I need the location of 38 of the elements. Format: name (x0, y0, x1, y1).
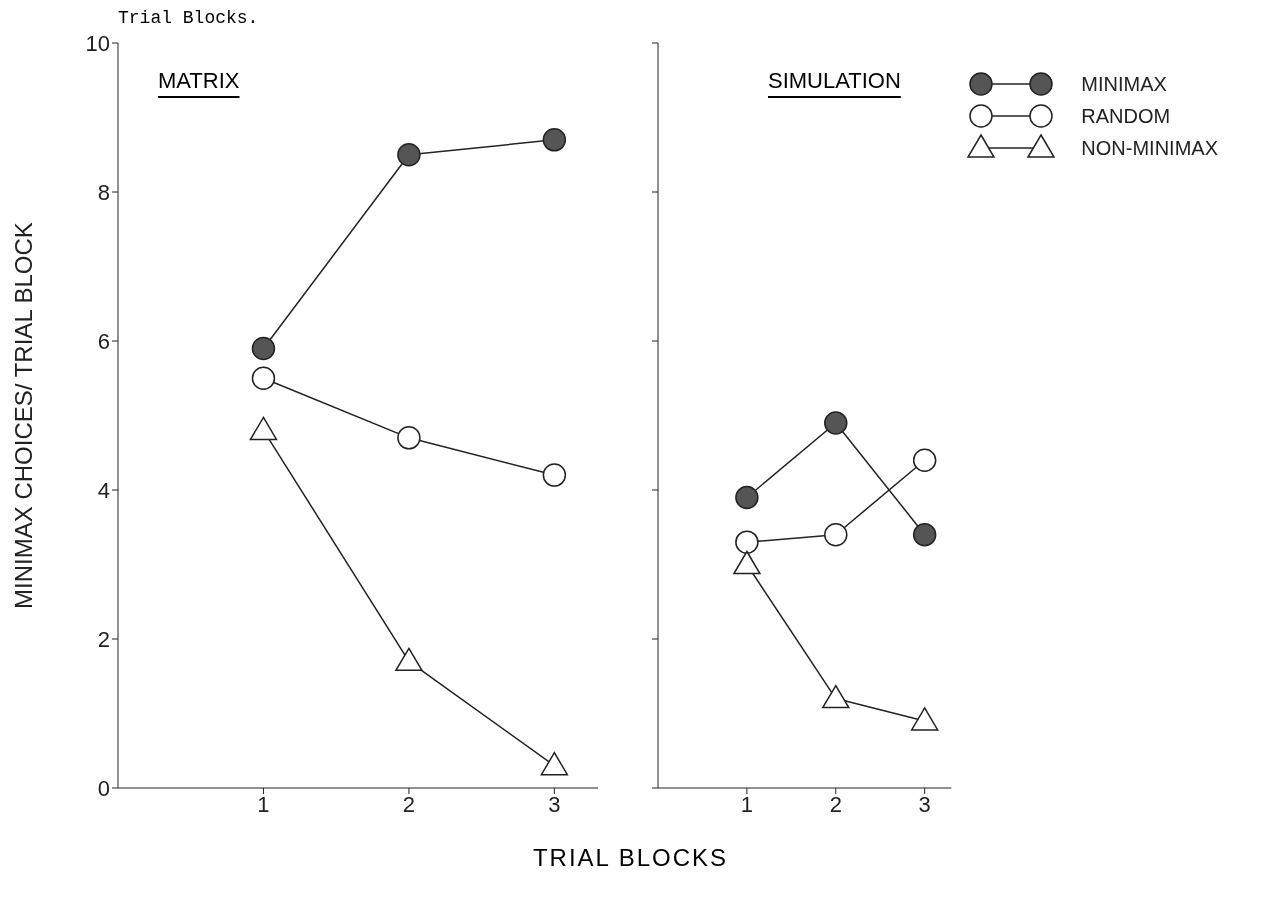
point (397, 426, 421, 450)
point (542, 128, 567, 152)
x-tick-label: 1 (740, 791, 754, 817)
legend-label: MINIMAX (1081, 72, 1167, 96)
point (735, 485, 759, 510)
text: SIMULATION (768, 68, 901, 94)
x-tick-label: 2 (402, 791, 416, 817)
point (395, 647, 423, 672)
point (542, 463, 567, 487)
y-axis-title: MINIMAX CHOICES/ TRIAL BLOCK (9, 222, 37, 609)
point (910, 707, 939, 731)
point (912, 522, 937, 547)
x-tick-label: 1 (257, 791, 270, 817)
text: Trial Blocks. (118, 8, 259, 28)
legend-label: NON-MINIMAX (1081, 136, 1218, 160)
point (733, 550, 761, 575)
point (822, 684, 850, 709)
y-tick-label: 6 (97, 328, 110, 354)
point (912, 448, 937, 472)
point (251, 366, 276, 390)
point (540, 751, 569, 776)
point (397, 143, 421, 167)
text: MATRIX (158, 68, 240, 94)
y-tick-label: 0 (97, 775, 110, 801)
y-tick-label: 4 (97, 477, 110, 503)
point (249, 416, 278, 441)
point (824, 522, 848, 547)
point (824, 411, 848, 435)
x-tick-label: 3 (918, 791, 931, 817)
x-axis-title: TRIAL BLOCKS (531, 844, 730, 872)
legend-label: RANDOM (1081, 104, 1171, 128)
x-tick-label: 3 (548, 791, 561, 817)
y-tick-label: 10 (85, 30, 110, 56)
y-tick-label: 8 (97, 179, 110, 205)
y-tick-label: 2 (97, 626, 110, 652)
x-tick-label: 2 (829, 791, 842, 817)
point (251, 336, 276, 361)
point (735, 530, 759, 554)
